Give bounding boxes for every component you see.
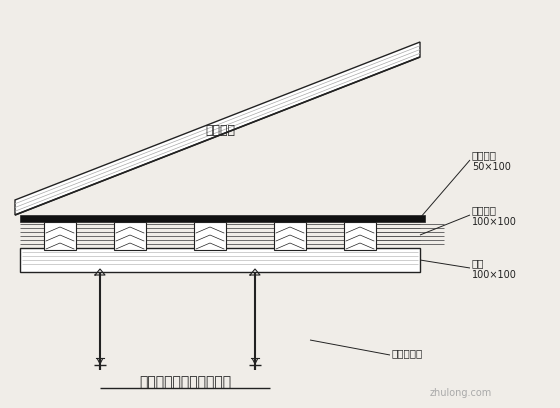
Text: 补缝木条: 补缝木条 — [472, 150, 497, 160]
Text: 楼面早拆体系支模示意图: 楼面早拆体系支模示意图 — [139, 375, 231, 389]
Text: 次梁木方: 次梁木方 — [472, 205, 497, 215]
Bar — [44, 222, 76, 250]
Text: 主梁: 主梁 — [472, 258, 484, 268]
Bar — [344, 222, 376, 250]
Bar — [20, 248, 420, 272]
Bar — [20, 215, 425, 222]
Text: 竹胶合板: 竹胶合板 — [205, 124, 235, 137]
Text: zhulong.com: zhulong.com — [430, 388, 492, 398]
Bar — [274, 222, 306, 250]
Text: 50×100: 50×100 — [472, 162, 511, 172]
Polygon shape — [15, 42, 420, 215]
Text: 可调早拆头: 可调早拆头 — [392, 348, 423, 358]
Bar — [114, 222, 146, 250]
Text: 100×100: 100×100 — [472, 217, 517, 227]
Text: 100×100: 100×100 — [472, 270, 517, 280]
Bar — [194, 222, 226, 250]
